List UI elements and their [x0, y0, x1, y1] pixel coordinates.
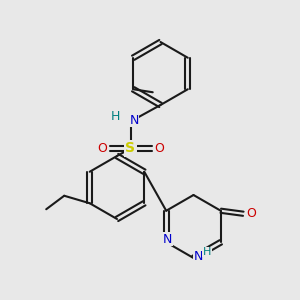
Text: S: S	[125, 142, 136, 155]
Text: N: N	[129, 113, 139, 127]
Text: H: H	[203, 247, 211, 257]
Text: N: N	[163, 233, 172, 246]
Text: O: O	[154, 142, 164, 155]
Text: O: O	[246, 207, 256, 220]
Text: N: N	[193, 250, 203, 263]
Text: O: O	[97, 142, 107, 155]
Text: H: H	[111, 110, 120, 123]
